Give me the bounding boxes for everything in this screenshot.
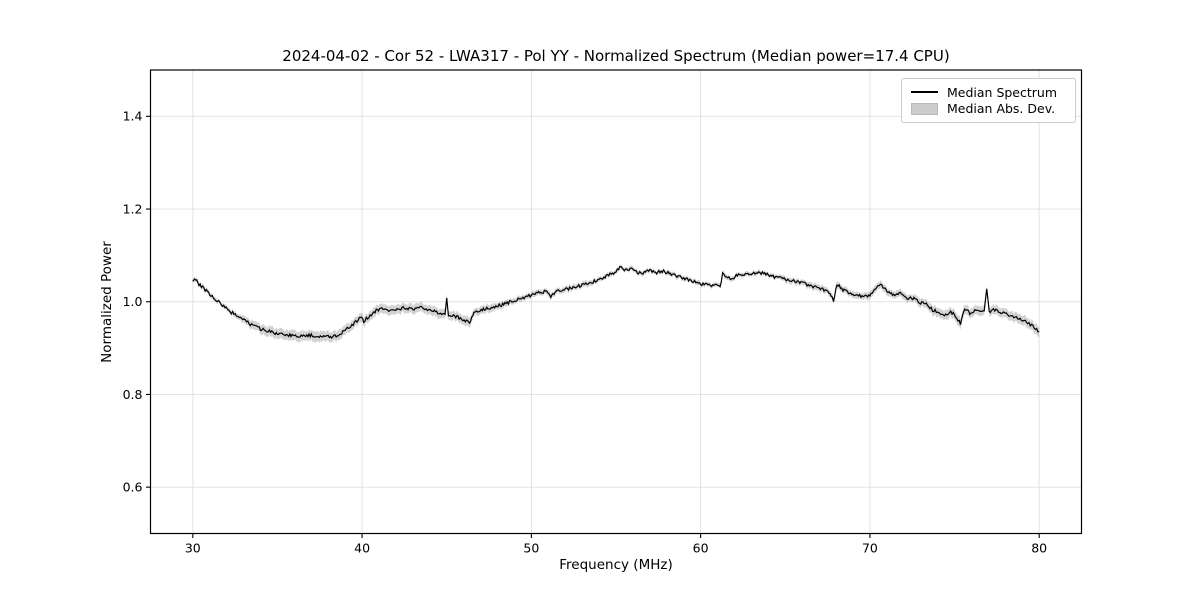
median-spectrum-line: [192, 266, 1040, 339]
x-tick-label: 60: [693, 541, 709, 556]
x-tick-label: 30: [185, 541, 201, 556]
legend-entry: Median Spectrum: [911, 84, 1066, 101]
legend-label: Median Spectrum: [947, 84, 1058, 100]
y-tick-label: 1.0: [123, 294, 143, 309]
y-tick-label: 1.4: [123, 109, 143, 124]
y-tick-label: 1.2: [123, 201, 143, 216]
legend-label: Median Abs. Dev.: [947, 101, 1056, 117]
chart-title: 2024-04-02 - Cor 52 - LWA317 - Pol YY - …: [282, 47, 950, 65]
legend-patch-swatch: [911, 102, 938, 115]
y-tick-label: 0.8: [123, 387, 143, 402]
mad-band: [192, 264, 1040, 343]
y-axis-label: Normalized Power: [99, 241, 115, 363]
x-tick-label: 50: [523, 541, 539, 556]
x-tick-label: 80: [1031, 541, 1047, 556]
x-tick-label: 70: [862, 541, 878, 556]
x-axis-label: Frequency (MHz): [559, 557, 673, 573]
legend-line-swatch: [911, 91, 938, 94]
legend: Median Spectrum Median Abs. Dev.: [901, 78, 1076, 123]
legend-entry: Median Abs. Dev.: [911, 101, 1066, 118]
y-tick-label: 0.6: [123, 479, 143, 494]
x-tick-label: 40: [354, 541, 370, 556]
